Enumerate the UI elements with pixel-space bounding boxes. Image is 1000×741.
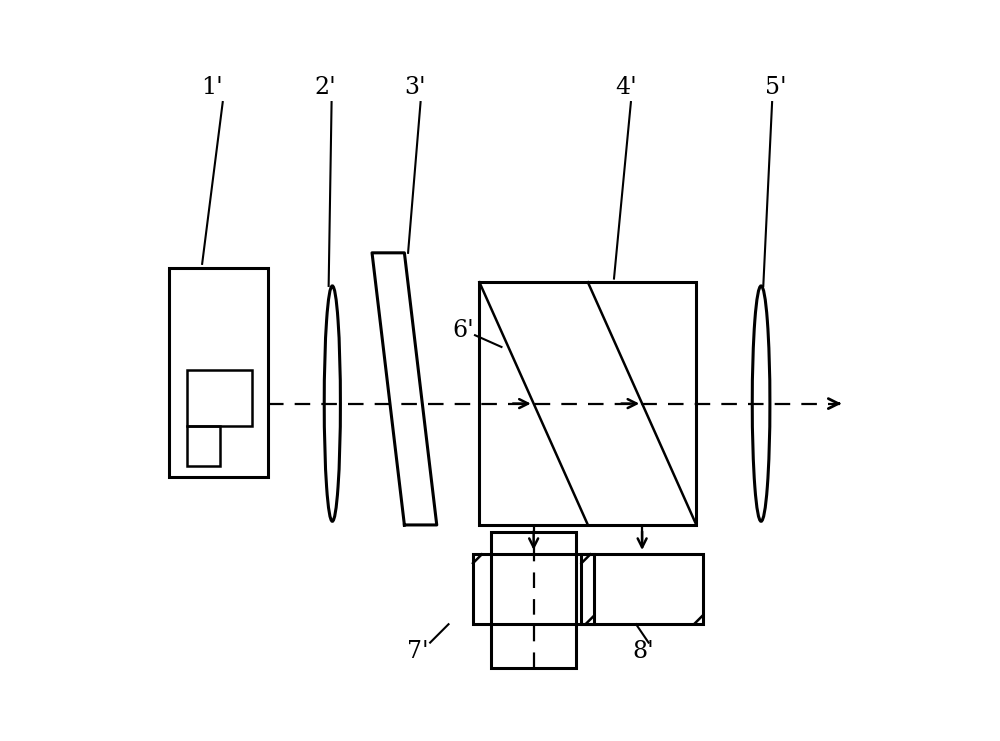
Text: 2': 2' — [314, 76, 336, 99]
Text: 7': 7' — [407, 640, 428, 663]
Bar — [473, 554, 594, 624]
Text: 8': 8' — [633, 640, 654, 663]
Bar — [491, 532, 576, 668]
Text: 6': 6' — [452, 319, 474, 342]
Bar — [169, 268, 268, 477]
Text: 5': 5' — [765, 76, 787, 99]
Bar — [187, 370, 252, 425]
Bar — [581, 554, 703, 624]
Text: 3': 3' — [405, 76, 426, 99]
Text: 4': 4' — [616, 76, 637, 99]
Text: 1': 1' — [201, 76, 223, 99]
Bar — [479, 282, 696, 525]
Bar — [187, 425, 220, 466]
